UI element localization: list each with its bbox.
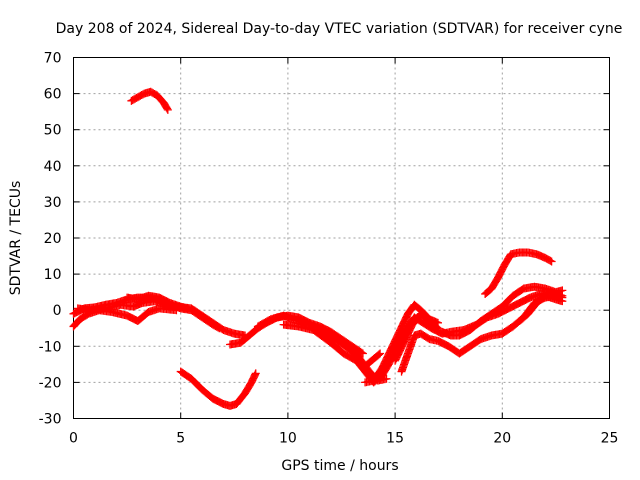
x-tick-label: 15 bbox=[386, 431, 404, 447]
y-tick-label: 60 bbox=[44, 87, 62, 103]
data-point-marker bbox=[376, 349, 385, 358]
series-arc-16 bbox=[481, 248, 556, 298]
series-arc-6 bbox=[176, 367, 260, 410]
x-tick-label: 5 bbox=[176, 431, 185, 447]
data-point-marker bbox=[163, 104, 172, 113]
grid bbox=[73, 57, 610, 419]
y-tick-label: 10 bbox=[44, 267, 62, 283]
x-tick-label: 25 bbox=[601, 431, 619, 447]
data-point-marker bbox=[375, 350, 384, 359]
y-tick-label: 20 bbox=[44, 231, 62, 247]
series-group bbox=[69, 87, 567, 410]
series-arc-1 bbox=[69, 304, 181, 331]
y-tick-label: 70 bbox=[44, 51, 62, 67]
y-tick-label: 0 bbox=[53, 303, 62, 319]
data-point-marker bbox=[547, 257, 556, 266]
data-point-marker bbox=[251, 369, 260, 378]
data-point-marker bbox=[558, 297, 567, 306]
data-point-marker bbox=[163, 105, 172, 114]
data-point-marker bbox=[433, 324, 442, 333]
data-point-marker bbox=[183, 304, 192, 313]
series-arc-10 bbox=[358, 349, 385, 372]
data-point-marker bbox=[546, 256, 555, 265]
y-tick-label: -30 bbox=[39, 412, 62, 428]
data-point-marker bbox=[432, 323, 441, 332]
series-arc-14 bbox=[391, 309, 442, 365]
y-tick-label: -20 bbox=[39, 375, 62, 391]
series-arc-4 bbox=[123, 291, 192, 313]
series-arc-17 bbox=[515, 291, 567, 326]
data-point-marker bbox=[357, 348, 366, 357]
x-tick-label: 10 bbox=[279, 431, 297, 447]
chart-title: Day 208 of 2024, Sidereal Day-to-day VTE… bbox=[56, 21, 623, 37]
x-tick-label: 20 bbox=[493, 431, 511, 447]
x-axis: 0 5 10 15 20 25 bbox=[69, 57, 619, 447]
series-arc-5 bbox=[127, 87, 172, 114]
y-axis-label: SDTVAR / TECUs bbox=[8, 181, 24, 296]
y-axis: -30 -20 -10 0 10 20 30 40 50 60 70 bbox=[39, 51, 610, 428]
x-tick-label: 0 bbox=[69, 431, 78, 447]
series-arc-13 bbox=[397, 291, 567, 376]
y-tick-label: -10 bbox=[39, 339, 62, 355]
data-point-marker bbox=[358, 349, 367, 358]
y-tick-label: 50 bbox=[44, 123, 62, 139]
x-axis-label: GPS time / hours bbox=[281, 458, 398, 474]
series-arc-15 bbox=[438, 282, 567, 340]
data-point-marker bbox=[558, 286, 567, 295]
y-tick-label: 40 bbox=[44, 159, 62, 175]
y-tick-label: 30 bbox=[44, 195, 62, 211]
